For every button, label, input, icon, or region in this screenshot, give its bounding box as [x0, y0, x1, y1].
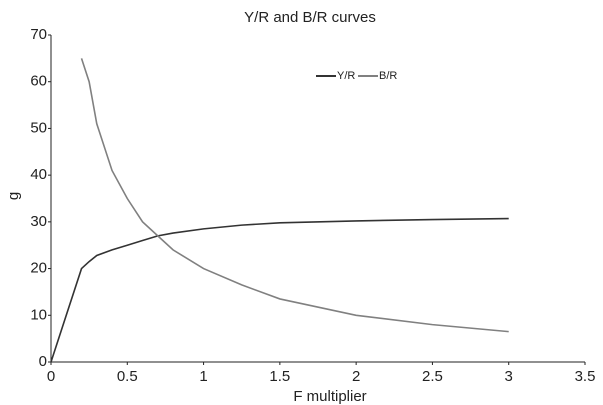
- series-line: [50, 217, 509, 363]
- y-axis-label: g: [5, 192, 22, 200]
- y-tick-label: 10: [30, 306, 47, 323]
- x-tick-label: 2: [352, 368, 360, 385]
- series-line: [80, 58, 509, 333]
- x-tick-label: 3: [505, 368, 513, 385]
- legend-label: Y/R: [337, 70, 355, 82]
- x-tick-label: 0.5: [117, 368, 138, 385]
- y-tick-label: 0: [39, 353, 47, 370]
- legend-label: B/R: [379, 70, 397, 82]
- y-tick-label: 20: [30, 260, 47, 277]
- y-tick-label: 70: [30, 26, 47, 43]
- chart-title: Y/R and B/R curves: [244, 9, 376, 26]
- y-tick-label: 50: [30, 119, 47, 136]
- y-tick-label: 60: [30, 73, 47, 90]
- x-tick-label: 3.5: [575, 368, 596, 385]
- x-tick-label: 1.5: [269, 368, 290, 385]
- x-axis-label: F multiplier: [293, 388, 366, 405]
- y-tick-label: 30: [30, 213, 47, 230]
- x-tick-label: 2.5: [422, 368, 443, 385]
- x-tick-label: 0: [47, 368, 55, 385]
- y-tick-label: 40: [30, 166, 47, 183]
- x-tick-label: 1: [199, 368, 207, 385]
